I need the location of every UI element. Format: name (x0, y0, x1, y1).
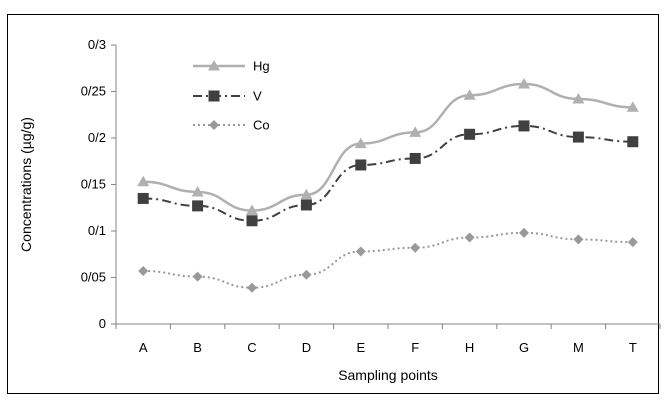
data-point-co (519, 227, 529, 238)
legend-label-co: Co (253, 118, 270, 133)
data-point-co (301, 269, 312, 280)
data-point-co (138, 265, 149, 276)
y-tick-label: 0/2 (88, 130, 106, 145)
x-tick-label: C (247, 340, 256, 355)
y-axis-title: Concentrations (µg/g) (18, 117, 34, 252)
x-tick-label: M (573, 340, 584, 355)
legend-marker-co (209, 120, 219, 130)
data-point-hg (409, 126, 422, 137)
legend-item-hg: Hg (193, 59, 270, 74)
data-point-v (300, 199, 312, 211)
data-point-co (573, 234, 584, 245)
data-point-v (572, 131, 584, 143)
legend: Hg V Co (193, 59, 270, 133)
data-point-co (410, 242, 421, 253)
data-point-v (246, 215, 258, 227)
data-point-hg (463, 89, 476, 100)
series-v (137, 120, 639, 227)
y-tick-label: 0/1 (88, 223, 106, 238)
data-point-v (518, 120, 530, 132)
series-co (138, 227, 638, 293)
x-tick-label: H (465, 340, 474, 355)
data-point-hg (354, 137, 367, 149)
data-point-hg (300, 188, 313, 200)
series-line-hg (143, 82, 633, 212)
legend-marker-hg (208, 60, 220, 71)
x-tick-label: F (411, 340, 419, 355)
axes: 0 0/05 0/1 0/15 0/2 0/25 0/3 A B C D E F H G M T (81, 37, 661, 355)
series-hg (137, 78, 639, 216)
data-point-v (355, 159, 367, 171)
data-point-co (247, 282, 257, 293)
y-tick-label: 0/05 (81, 270, 106, 285)
data-point-v (627, 136, 639, 148)
data-point-v (192, 200, 204, 212)
data-point-hg (246, 204, 258, 216)
data-point-co (464, 232, 475, 243)
data-point-co (627, 237, 638, 248)
data-point-hg (518, 78, 530, 89)
legend-label-hg: Hg (253, 59, 270, 74)
series-line-co (143, 231, 633, 289)
x-tick-label: E (356, 340, 365, 355)
data-point-v (409, 152, 421, 164)
x-tick-label: G (519, 340, 529, 355)
y-tick-label: 0 (99, 316, 106, 331)
x-tick-label: T (629, 340, 637, 355)
y-tick-label: 0/3 (88, 37, 106, 52)
series-line-v (143, 124, 633, 222)
data-point-hg (137, 175, 150, 187)
x-tick-label: D (302, 340, 311, 355)
data-point-hg (572, 92, 585, 104)
data-point-v (464, 128, 476, 140)
x-tick-label: B (193, 340, 202, 355)
legend-label-v: V (253, 89, 262, 104)
legend-item-v: V (193, 89, 262, 104)
data-point-co (355, 246, 366, 257)
x-axis-title: Sampling points (338, 367, 438, 383)
data-point-hg (191, 185, 204, 197)
x-tick-label: A (139, 340, 148, 355)
y-tick-label: 0/25 (81, 84, 106, 99)
data-point-hg (626, 101, 639, 112)
data-point-co (192, 271, 203, 282)
legend-item-co: Co (193, 118, 270, 133)
y-tick-label: 0/15 (81, 177, 106, 192)
data-point-v (137, 192, 149, 204)
legend-marker-v (208, 90, 220, 102)
series-layer (137, 78, 639, 293)
